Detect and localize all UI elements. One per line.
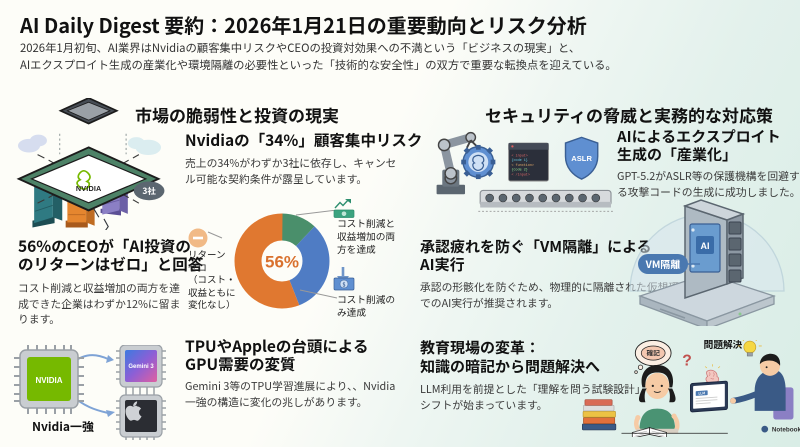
svg-text:Gemini 3: Gemini 3 bbox=[128, 364, 154, 370]
svg-text:NVIDIA: NVIDIA bbox=[35, 376, 62, 385]
svg-text:$: $ bbox=[342, 280, 345, 288]
svg-text:< input>: < input> bbox=[511, 153, 527, 158]
svg-text:{code 2}: {code 2} bbox=[511, 168, 527, 173]
svg-text:VM隔離: VM隔離 bbox=[645, 256, 681, 271]
svg-text:{code 1}: {code 1} bbox=[511, 158, 527, 163]
svg-text:問題解決: 問題解決 bbox=[704, 340, 743, 351]
svg-text:< /input>: < /input> bbox=[511, 172, 529, 177]
svg-text:確記: 確記 bbox=[646, 348, 660, 358]
svg-text:< function>: < function> bbox=[511, 163, 534, 168]
svg-text:ASLR: ASLR bbox=[571, 154, 592, 163]
svg-text:?: ? bbox=[682, 352, 692, 369]
svg-text:3社: 3社 bbox=[142, 185, 156, 197]
svg-text:LLM: LLM bbox=[698, 390, 705, 395]
svg-text:NotebookLM: NotebookLM bbox=[772, 426, 800, 433]
svg-text:AI: AI bbox=[701, 241, 710, 251]
svg-text:NVIDIA: NVIDIA bbox=[76, 184, 102, 193]
